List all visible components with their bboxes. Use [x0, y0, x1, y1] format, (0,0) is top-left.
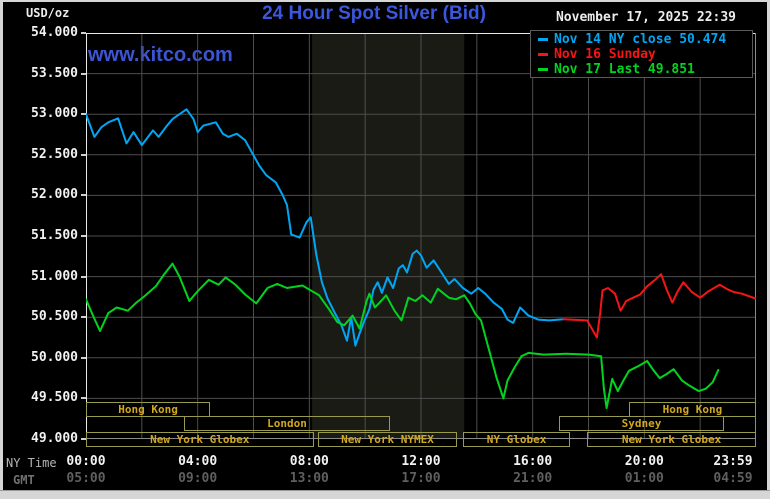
ny-time-label: 20:00	[624, 454, 664, 469]
gmt-row-label: GMT	[13, 473, 35, 487]
frame-border-top	[0, 0, 770, 2]
y-tick-mark	[81, 316, 86, 319]
gmt-time-label: 01:00	[624, 471, 664, 486]
y-tick-mark	[81, 235, 86, 237]
y-tick-mark	[81, 397, 86, 400]
y-tick-label: 50.000	[31, 349, 78, 365]
y-tick-label: 49.000	[31, 431, 78, 446]
ny-time-row-label: NY Time	[6, 456, 57, 470]
ny-time-label: 16:00	[513, 454, 553, 469]
legend-label: Nov 17 Last 49.851	[554, 62, 695, 77]
legend: Nov 14 NY close 50.474 Nov 16 Sunday Nov 1…	[530, 30, 753, 78]
price-plot	[86, 33, 756, 439]
session-box-new-york-globex: New York Globex	[86, 432, 314, 447]
price-line-0	[86, 108, 565, 347]
gmt-time-label: 04:59	[713, 471, 753, 486]
price-line-1	[562, 273, 756, 339]
y-axis-unit-label: USD/oz	[26, 6, 70, 20]
kitco-watermark: www.kitco.com	[88, 44, 233, 66]
chart-datetime: November 17, 2025 22:39	[555, 10, 736, 25]
y-tick-mark	[81, 356, 86, 359]
y-tick-mark	[81, 113, 86, 116]
chart-title: 24 Hour Spot Silver (Bid)	[262, 3, 486, 24]
legend-dash-icon	[538, 53, 548, 56]
y-tick-mark	[81, 153, 86, 156]
frame-border-bottom	[0, 490, 770, 499]
gmt-time-label: 13:00	[289, 471, 329, 486]
y-tick-label: 52.000	[31, 187, 78, 203]
ny-time-label: 04:00	[178, 454, 218, 469]
frame-border-left	[0, 0, 3, 499]
y-tick-label: 53.500	[31, 65, 78, 81]
gmt-time-label: 17:00	[401, 471, 441, 486]
legend-dash-icon	[538, 68, 548, 71]
session-box-hong-kong: Hong Kong	[628, 402, 756, 417]
ny-time-label: 12:00	[401, 454, 441, 469]
legend-row: Nov 14 NY close 50.474	[538, 32, 752, 47]
y-tick-label: 54.000	[31, 25, 78, 40]
session-box-new-york-globex: New York Globex	[587, 432, 756, 447]
session-box-new-york-nymex: New York NYMEX	[317, 432, 458, 447]
ny-time-label: 23:59	[713, 454, 753, 469]
price-line-2	[86, 262, 720, 410]
gmt-time-label: 05:00	[66, 471, 106, 486]
legend-label: Nov 14 NY close 50.474	[554, 32, 727, 47]
y-tick-label: 53.000	[31, 106, 78, 122]
session-box-sydney: Sydney	[559, 416, 724, 431]
y-tick-label: 52.500	[31, 146, 78, 162]
session-box-ny-globex: NY Globex	[462, 432, 571, 447]
y-tick-mark	[81, 275, 86, 278]
legend-label: Nov 16 Sunday	[554, 47, 656, 62]
session-box-hong-kong: Hong Kong	[86, 402, 211, 417]
y-tick-mark	[81, 194, 86, 197]
frame-border-right	[767, 0, 770, 499]
legend-dash-icon	[538, 38, 548, 41]
y-tick-mark	[81, 32, 86, 34]
y-tick-label: 50.500	[31, 309, 78, 325]
session-box-london: London	[183, 416, 391, 431]
ny-time-label: 08:00	[289, 454, 329, 469]
y-tick-label: 51.500	[31, 228, 78, 243]
legend-row: Nov 16 Sunday	[538, 47, 752, 62]
legend-row: Nov 17 Last 49.851	[538, 62, 752, 77]
y-tick-mark	[81, 72, 86, 75]
y-tick-label: 49.500	[31, 390, 78, 406]
gmt-time-label: 09:00	[178, 471, 218, 486]
ny-time-label: 00:00	[66, 454, 106, 469]
y-tick-label: 51.000	[31, 268, 78, 284]
gmt-time-label: 21:00	[513, 471, 553, 486]
y-tick-mark	[81, 438, 86, 440]
